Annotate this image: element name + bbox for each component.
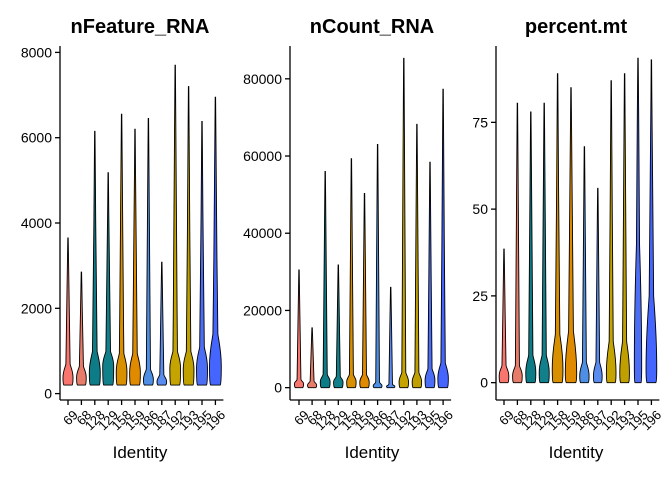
violin-187: [386, 286, 396, 389]
violin-193: [411, 123, 423, 389]
violin-195: [633, 57, 643, 384]
y-tick-label: 0: [44, 386, 52, 402]
violin-158: [551, 73, 564, 384]
y-tick-label: 25: [472, 288, 488, 304]
violin-192: [169, 64, 182, 386]
violin-159: [564, 87, 578, 384]
panel-percent-mt: percent.mt Identity 02550756968128129158…: [472, 16, 664, 462]
violin-158: [115, 113, 128, 386]
x-axis-title: Identity: [549, 443, 604, 462]
violin-159: [129, 128, 141, 386]
panel-title: nFeature_RNA: [71, 16, 210, 38]
violin-69: [293, 269, 305, 389]
panel-title: percent.mt: [525, 16, 628, 38]
violin-192: [398, 57, 409, 389]
violin-68: [512, 102, 523, 384]
violin-128: [525, 111, 537, 384]
violin-193: [619, 73, 630, 384]
y-tick-label: 4000: [21, 215, 52, 231]
violin-195: [424, 161, 436, 389]
panel-title: nCount_RNA: [310, 16, 434, 38]
violin-129: [538, 102, 550, 384]
violin-193: [182, 86, 195, 386]
y-tick-label: 60000: [243, 148, 282, 164]
y-tick-label: 80000: [243, 71, 282, 87]
violin-159: [359, 193, 370, 389]
violin-196: [209, 96, 222, 386]
panel-ncount-rna: nCount_RNA Identity 0 20000 40000 60000 8000…: [243, 16, 456, 462]
violin-158: [346, 158, 357, 389]
violin-187: [592, 187, 603, 384]
violin-186: [142, 118, 154, 386]
violin-68: [76, 271, 87, 386]
x-axis-title: Identity: [345, 443, 400, 462]
violin-186: [579, 146, 590, 384]
y-tick-label: 20000: [243, 302, 282, 318]
violin-128: [88, 130, 101, 386]
y-tick-label: 2000: [21, 300, 52, 316]
y-tick-label: 6000: [21, 130, 52, 146]
violin-69: [498, 248, 510, 384]
y-tick-label: 8000: [21, 44, 52, 60]
violin-129: [333, 264, 344, 389]
violin-196: [645, 59, 658, 384]
panel-nfeature-rna: nFeature_RNA Identity 020004000600080006…: [21, 16, 228, 462]
violin-68: [307, 327, 318, 389]
violin-186: [372, 143, 383, 389]
violin-195: [196, 121, 208, 386]
y-tick-label: 0: [274, 380, 282, 396]
y-tick-label: 40000: [243, 225, 282, 241]
violin-69: [62, 237, 74, 386]
violin-192: [605, 80, 617, 384]
violin-196: [437, 88, 449, 389]
violin-187: [156, 261, 168, 386]
violin-129: [102, 172, 115, 386]
violin-128: [319, 171, 331, 389]
x-axis-title: Identity: [113, 443, 168, 462]
y-tick-label: 75: [472, 114, 488, 130]
y-tick-label: 0: [480, 375, 488, 391]
y-tick-label: 50: [472, 201, 488, 217]
